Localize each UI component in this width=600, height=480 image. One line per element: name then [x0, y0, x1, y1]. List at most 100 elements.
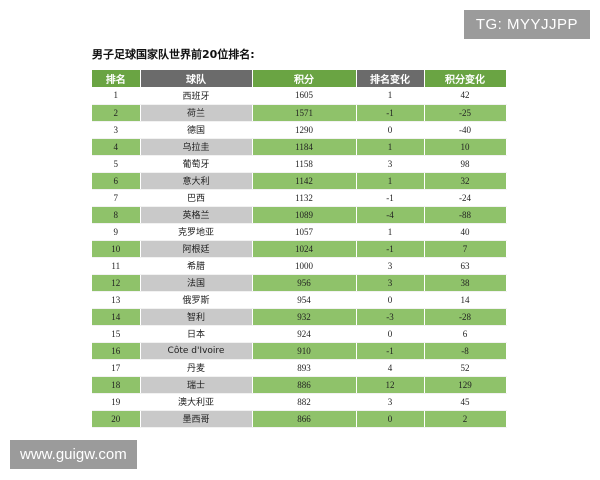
- cell-rank-change: 12: [356, 376, 425, 394]
- site-url-watermark: www.guigw.com: [10, 440, 137, 469]
- cell-points: 1290: [252, 121, 357, 139]
- cell-points: 956: [252, 274, 357, 292]
- cell-team: Côte d'Ivoire: [140, 342, 253, 360]
- table-title: 男子足球国家队世界前20位排名:: [92, 48, 255, 61]
- column-header-points-change: 积分变化: [424, 70, 507, 87]
- cell-points-change: 14: [424, 291, 507, 309]
- cell-points: 1089: [252, 206, 357, 224]
- cell-rank: 10: [92, 240, 141, 258]
- cell-rank: 6: [92, 172, 141, 190]
- cell-team: 西班牙: [140, 87, 253, 105]
- cell-team: 英格兰: [140, 206, 253, 224]
- cell-rank: 3: [92, 121, 141, 139]
- table-row: 10 阿根廷 1024 -1 7: [92, 240, 507, 258]
- cell-rank-change: 0: [356, 291, 425, 309]
- table-row: 15 日本 924 0 6: [92, 325, 507, 343]
- cell-points-change: 10: [424, 138, 507, 156]
- cell-rank-change: -1: [356, 104, 425, 122]
- column-header-rank-change: 排名变化: [356, 70, 425, 87]
- cell-rank: 18: [92, 376, 141, 394]
- column-header-rank: 排名: [92, 70, 141, 87]
- cell-rank: 16: [92, 342, 141, 360]
- table-row: 20 墨西哥 866 0 2: [92, 410, 507, 428]
- cell-points-change: 40: [424, 223, 507, 241]
- cell-rank: 19: [92, 393, 141, 411]
- cell-points: 893: [252, 359, 357, 377]
- cell-points-change: 32: [424, 172, 507, 190]
- table-row: 2 荷兰 1571 -1 -25: [92, 104, 507, 122]
- cell-rank: 2: [92, 104, 141, 122]
- cell-team: 俄罗斯: [140, 291, 253, 309]
- table-row: 6 意大利 1142 1 32: [92, 172, 507, 190]
- cell-rank: 9: [92, 223, 141, 241]
- cell-rank: 15: [92, 325, 141, 343]
- cell-points-change: 7: [424, 240, 507, 258]
- cell-team: 瑞士: [140, 376, 253, 394]
- cell-points-change: -28: [424, 308, 507, 326]
- cell-rank-change: 0: [356, 325, 425, 343]
- cell-points: 1024: [252, 240, 357, 258]
- cell-rank-change: -1: [356, 189, 425, 207]
- table-body: 1 西班牙 1605 1 42 2 荷兰 1571 -1 -25 3 德国 1290 0 -40 4 乌拉圭 11…: [92, 87, 507, 428]
- cell-team: 丹麦: [140, 359, 253, 377]
- cell-points-change: -25: [424, 104, 507, 122]
- cell-rank-change: 1: [356, 87, 425, 105]
- cell-points: 954: [252, 291, 357, 309]
- cell-points: 1000: [252, 257, 357, 275]
- table-row: 18 瑞士 886 12 129: [92, 376, 507, 394]
- cell-rank-change: -4: [356, 206, 425, 224]
- cell-points: 910: [252, 342, 357, 360]
- cell-rank-change: 0: [356, 121, 425, 139]
- channel-watermark: TG: MYYJJPP: [463, 10, 590, 39]
- cell-team: 墨西哥: [140, 410, 253, 428]
- table-row: 16 Côte d'Ivoire 910 -1 -8: [92, 342, 507, 360]
- table-row: 19 澳大利亚 882 3 45: [92, 393, 507, 411]
- cell-points: 932: [252, 308, 357, 326]
- cell-points-change: 98: [424, 155, 507, 173]
- cell-rank-change: 1: [356, 223, 425, 241]
- table-row: 3 德国 1290 0 -40: [92, 121, 507, 139]
- cell-points-change: 52: [424, 359, 507, 377]
- cell-points: 886: [252, 376, 357, 394]
- cell-points-change: -40: [424, 121, 507, 139]
- table-header-row: 排名 球队 积分 排名变化 积分变化: [92, 70, 507, 87]
- cell-points: 1605: [252, 87, 357, 105]
- table-row: 9 克罗地亚 1057 1 40: [92, 223, 507, 241]
- cell-rank: 1: [92, 87, 141, 105]
- cell-rank: 17: [92, 359, 141, 377]
- cell-team: 智利: [140, 308, 253, 326]
- cell-rank: 4: [92, 138, 141, 156]
- cell-points: 882: [252, 393, 357, 411]
- cell-points-change: 129: [424, 376, 507, 394]
- cell-points: 866: [252, 410, 357, 428]
- cell-rank-change: 4: [356, 359, 425, 377]
- cell-points: 1158: [252, 155, 357, 173]
- cell-rank-change: 3: [356, 393, 425, 411]
- table-row: 12 法国 956 3 38: [92, 274, 507, 292]
- table-row: 1 西班牙 1605 1 42: [92, 87, 507, 105]
- table-row: 8 英格兰 1089 -4 -88: [92, 206, 507, 224]
- cell-rank-change: -1: [356, 342, 425, 360]
- cell-points: 924: [252, 325, 357, 343]
- cell-team: 法国: [140, 274, 253, 292]
- cell-rank: 5: [92, 155, 141, 173]
- cell-points-change: 6: [424, 325, 507, 343]
- cell-team: 荷兰: [140, 104, 253, 122]
- cell-points: 1057: [252, 223, 357, 241]
- cell-rank-change: -3: [356, 308, 425, 326]
- cell-rank: 20: [92, 410, 141, 428]
- cell-team: 德国: [140, 121, 253, 139]
- cell-rank-change: 1: [356, 172, 425, 190]
- cell-points-change: -8: [424, 342, 507, 360]
- ranking-table: 排名 球队 积分 排名变化 积分变化 1 西班牙 1605 1 42 2 荷兰 1571 -1-…: [92, 70, 507, 428]
- cell-team: 阿根廷: [140, 240, 253, 258]
- column-header-points: 积分: [252, 70, 357, 87]
- cell-rank: 8: [92, 206, 141, 224]
- cell-points-change: 45: [424, 393, 507, 411]
- cell-points-change: 63: [424, 257, 507, 275]
- cell-team: 澳大利亚: [140, 393, 253, 411]
- cell-rank: 13: [92, 291, 141, 309]
- cell-rank: 11: [92, 257, 141, 275]
- table-row: 7 巴西 1132 -1 -24: [92, 189, 507, 207]
- cell-rank-change: 0: [356, 410, 425, 428]
